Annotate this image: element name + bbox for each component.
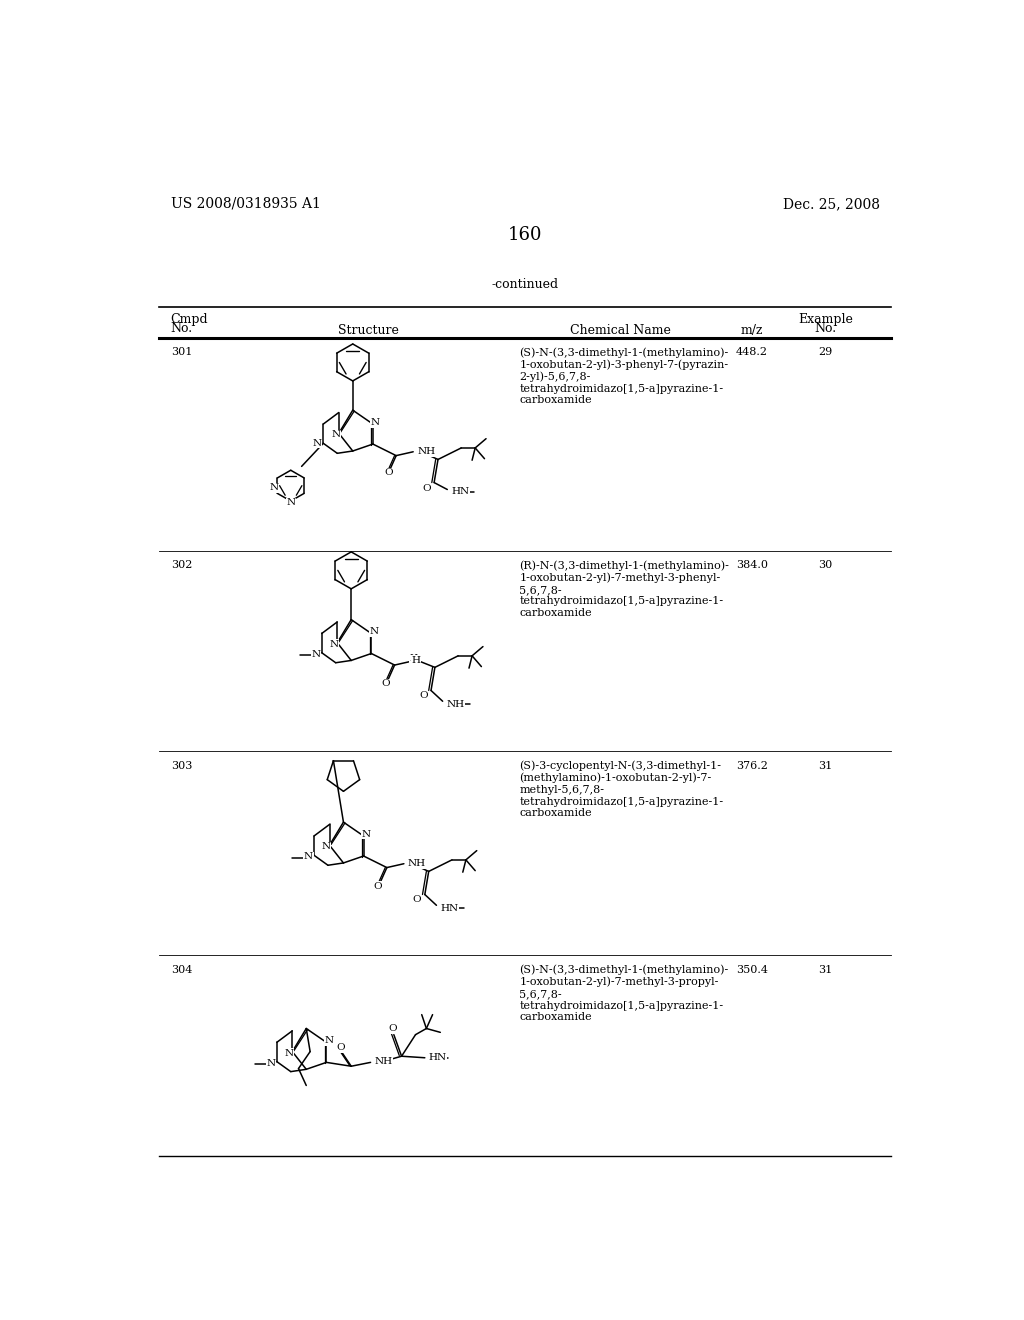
Text: Dec. 25, 2008: Dec. 25, 2008 [782,197,880,211]
Text: No.: No. [814,322,837,335]
Text: (S)-N-(3,3-dimethyl-1-(methylamino)-
1-oxobutan-2-yl)-7-methyl-3-propyl-
5,6,7,8: (S)-N-(3,3-dimethyl-1-(methylamino)- 1-o… [519,965,729,1022]
Text: Structure: Structure [338,323,398,337]
Text: 31: 31 [818,760,833,771]
Text: N: N [311,649,321,659]
Text: 301: 301 [171,347,193,356]
Text: -continued: -continued [492,277,558,290]
Text: 448.2: 448.2 [736,347,768,356]
Text: 29: 29 [818,347,833,356]
Text: (S)-N-(3,3-dimethyl-1-(methylamino)-
1-oxobutan-2-yl)-3-phenyl-7-(pyrazin-
2-yl): (S)-N-(3,3-dimethyl-1-(methylamino)- 1-o… [519,347,729,405]
Text: Example: Example [798,313,853,326]
Text: NH: NH [446,700,465,709]
Text: 30: 30 [818,561,833,570]
Text: N: N [312,438,322,447]
Text: N: N [286,498,295,507]
Text: (R)-N-(3,3-dimethyl-1-(methylamino)-
1-oxobutan-2-yl)-7-methyl-3-phenyl-
5,6,7,8: (R)-N-(3,3-dimethyl-1-(methylamino)- 1-o… [519,561,729,618]
Text: O: O [336,1043,345,1052]
Text: 160: 160 [508,226,542,244]
Text: N: N [371,418,380,426]
Text: N: N [330,640,339,648]
Text: HN: HN [429,1053,446,1063]
Text: 384.0: 384.0 [736,561,768,570]
Text: H: H [410,655,417,664]
Text: 31: 31 [818,965,833,974]
Text: 304: 304 [171,965,193,974]
Text: N: N [322,842,331,851]
Text: H: H [412,656,421,665]
Text: O: O [422,484,431,494]
Text: N: N [267,1059,275,1068]
Text: N: N [369,627,378,636]
Text: (S)-3-cyclopentyl-N-(3,3-dimethyl-1-
(methylamino)-1-oxobutan-2-yl)-7-
methyl-5,: (S)-3-cyclopentyl-N-(3,3-dimethyl-1- (me… [519,760,724,818]
Text: 350.4: 350.4 [736,965,768,974]
Text: O: O [381,678,389,688]
Text: Cmpd: Cmpd [171,313,208,326]
Text: N: N [285,1048,294,1057]
Text: O: O [373,882,382,891]
Text: O: O [413,895,422,904]
Text: NH: NH [417,447,435,457]
Text: N: N [269,483,279,492]
Text: NH: NH [408,859,426,869]
Text: US 2008/0318935 A1: US 2008/0318935 A1 [171,197,321,211]
Text: m/z: m/z [740,323,763,337]
Text: O: O [388,1024,396,1034]
Text: 376.2: 376.2 [736,760,768,771]
Text: 302: 302 [171,561,193,570]
Text: 303: 303 [171,760,193,771]
Text: O: O [384,469,393,477]
Text: HN: HN [452,487,469,496]
Text: N: N [331,430,340,440]
Text: Chemical Name: Chemical Name [569,323,671,337]
Text: N: N [304,853,313,861]
Text: HN: HN [440,904,459,913]
Text: No.: No. [171,322,193,335]
Text: NH: NH [375,1057,392,1067]
Text: N: N [325,1036,333,1045]
Text: O: O [419,692,428,701]
Text: N: N [361,830,371,840]
